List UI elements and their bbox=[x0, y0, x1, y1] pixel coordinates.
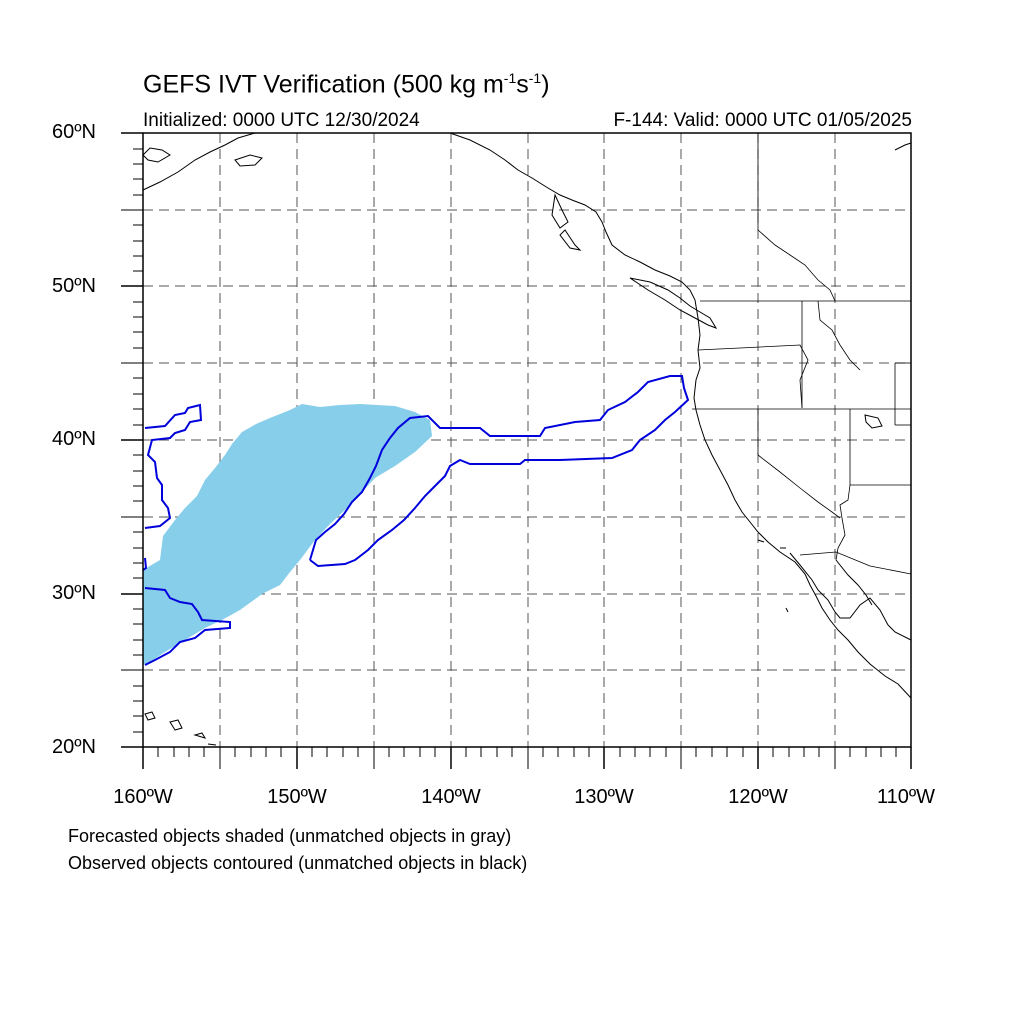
political-borders bbox=[692, 133, 912, 575]
footnote-forecast: Forecasted objects shaded (unmatched obj… bbox=[68, 826, 512, 846]
lat-label-60n: 60ºN bbox=[52, 121, 96, 143]
lat-label-30n: 30ºN bbox=[52, 582, 96, 604]
lat-label-20n: 20ºN bbox=[52, 736, 96, 758]
major-ticks bbox=[121, 132, 912, 769]
footnote-observed: Observed objects contoured (unmatched ob… bbox=[68, 853, 528, 873]
lon-label-160w: 160ºW bbox=[113, 786, 173, 808]
chart-title: GEFS IVT Verification (500 kg m-1s-1) bbox=[143, 70, 550, 99]
initialized-time: Initialized: 0000 UTC 12/30/2024 bbox=[143, 110, 420, 131]
valid-time: F-144: Valid: 0000 UTC 01/05/2025 bbox=[613, 110, 912, 131]
lon-label-110w: 110ºW bbox=[876, 786, 936, 808]
lon-label-150w: 150ºW bbox=[267, 786, 327, 808]
coastlines bbox=[142, 132, 912, 746]
lon-label-120w: 120ºW bbox=[728, 786, 788, 808]
lon-label-130w: 130ºW bbox=[574, 786, 634, 808]
forecast-object-shaded bbox=[143, 404, 432, 665]
observed-object-contour bbox=[142, 375, 690, 666]
lat-label-40n: 40ºN bbox=[52, 428, 96, 450]
lat-label-50n: 50ºN bbox=[52, 275, 96, 297]
lon-label-140w: 140ºW bbox=[421, 786, 481, 808]
minor-ticks bbox=[121, 148, 897, 769]
